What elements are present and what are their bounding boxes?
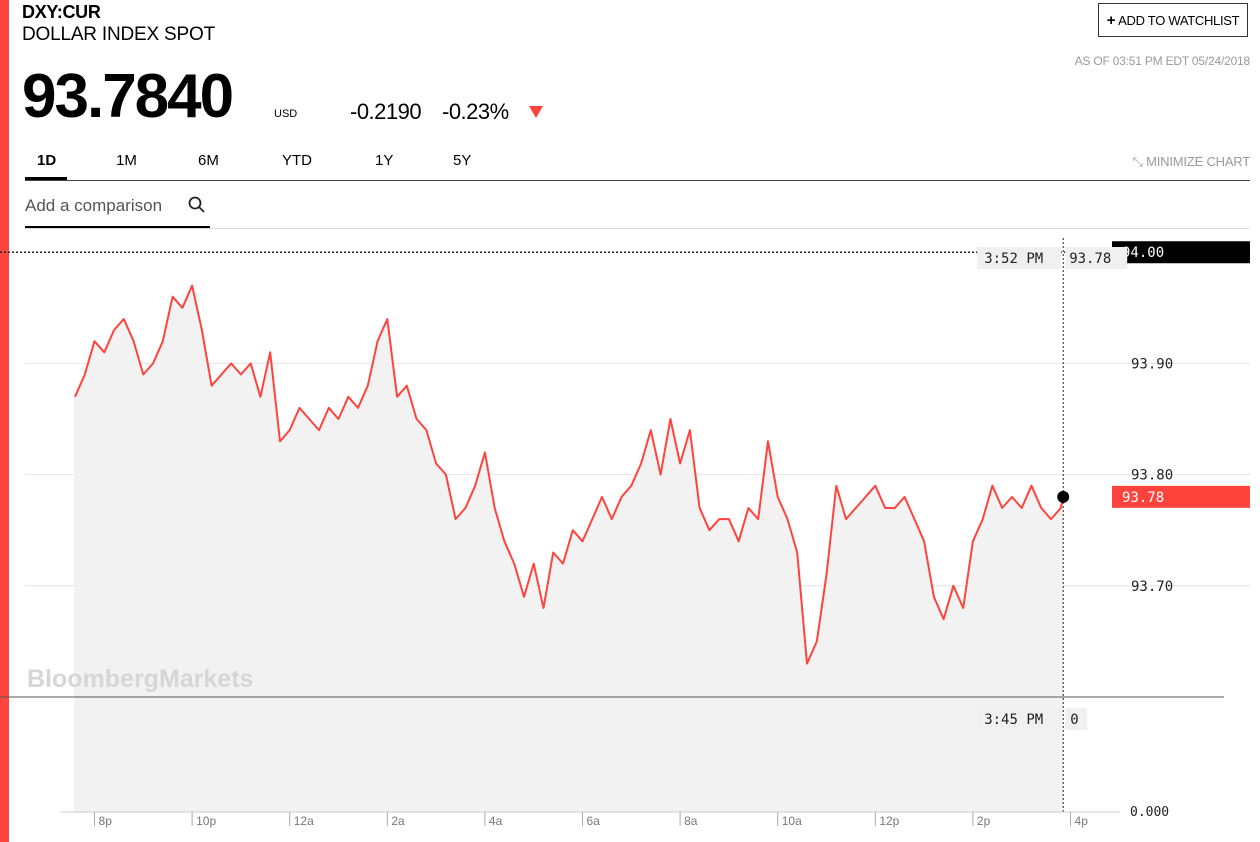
last-value-box	[1112, 485, 1250, 508]
watchlist-label: ADD TO WATCHLIST	[1118, 12, 1240, 28]
crosshair-time: 3:52 PM	[984, 251, 1043, 267]
crosshair-value: 93.78	[1069, 251, 1111, 267]
x-tick-label: 8p	[99, 814, 113, 828]
tab-1y[interactable]: 1Y	[375, 152, 394, 169]
minimize-chart-button[interactable]: ⤡ MINIMIZE CHART	[1132, 154, 1251, 170]
ticker-symbol: DXY:CUR	[22, 2, 101, 22]
crosshair-time-box	[977, 247, 1062, 269]
accent-bar	[0, 0, 9, 842]
crosshair-volume-value: 0	[1070, 712, 1078, 728]
x-tick-label: 12p	[879, 814, 899, 828]
search-icon[interactable]	[187, 195, 207, 215]
x-tick-label: 8a	[684, 814, 698, 828]
watermark-logo: BloombergMarkets	[27, 665, 253, 693]
volume-axis-label: 0.000	[1130, 805, 1169, 820]
last-value-label: 93.78	[1122, 490, 1164, 506]
crosshair-volume-tooltip: 3:45 PM 0	[977, 708, 1088, 730]
crosshair-volume-time-box	[977, 708, 1062, 730]
last-price: 93.7840	[22, 62, 234, 131]
tab-5y[interactable]: 5Y	[453, 152, 472, 169]
active-tab-indicator	[25, 177, 67, 180]
x-tick-label: 4p	[1075, 814, 1089, 828]
x-axis: 8p 10p 12a 2a 4a 6a 8a 10a 12p 2p 4p	[60, 811, 1120, 828]
reference-label-box	[1112, 241, 1250, 264]
x-tick-label: 6a	[587, 814, 601, 828]
price-line	[74, 284, 1065, 665]
x-tick-label: 12a	[294, 814, 314, 828]
tab-1m[interactable]: 1M	[116, 152, 137, 169]
crosshair-value-box	[1065, 247, 1128, 269]
x-tick-label: 2p	[977, 814, 991, 828]
x-tick-label: 2a	[391, 814, 405, 828]
crosshair-volume-value-box	[1065, 708, 1088, 730]
y-axis: 93.90 93.80 93.70	[1131, 356, 1173, 594]
as-of-timestamp: AS OF 03:51 PM EDT 05/24/2018	[1074, 54, 1251, 68]
price-change: -0.2190	[350, 99, 422, 124]
comparison-input[interactable]	[25, 190, 185, 222]
chart-top-divider	[25, 228, 1250, 229]
down-triangle-icon	[529, 106, 543, 118]
collapse-arrows-icon: ⤡	[1132, 154, 1143, 169]
y-tick-label: 93.80	[1131, 468, 1173, 484]
tab-1d[interactable]: 1D	[37, 152, 57, 169]
add-to-watchlist-button[interactable]: + ADD TO WATCHLIST	[1098, 3, 1248, 37]
x-tick-label: 10a	[782, 814, 802, 828]
last-point-marker	[1057, 490, 1070, 503]
price-change-percent: -0.23%	[442, 99, 509, 124]
comparison-search	[25, 190, 210, 228]
minimize-label: MINIMIZE CHART	[1146, 154, 1250, 169]
currency-label: USD	[274, 108, 298, 120]
tab-6m[interactable]: 6M	[198, 152, 219, 169]
security-name: DOLLAR INDEX SPOT	[22, 24, 215, 45]
crosshair-volume-time: 3:45 PM	[984, 712, 1043, 728]
x-tick-label: 10p	[196, 814, 216, 828]
tab-ytd[interactable]: YTD	[282, 152, 312, 169]
y-tick-label: 93.90	[1131, 356, 1173, 372]
x-tick-label: 4a	[489, 814, 503, 828]
plus-icon: +	[1106, 11, 1116, 29]
crosshair-tooltip: 3:52 PM 93.78	[977, 247, 1128, 269]
price-area-fill	[74, 285, 1064, 813]
reference-label: 94.00	[1122, 245, 1164, 261]
timeframe-tabs: 1D 1M 6M YTD 1Y 5Y	[25, 148, 1250, 181]
y-tick-label: 93.70	[1131, 579, 1173, 595]
